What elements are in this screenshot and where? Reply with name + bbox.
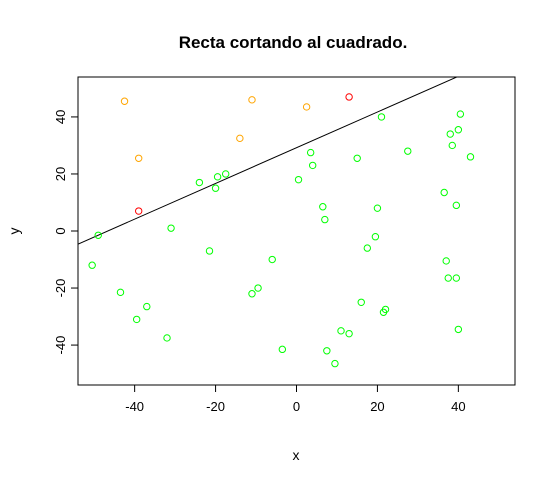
data-point: [466, 153, 475, 161]
regression-line-layer: [78, 77, 459, 245]
data-point: [88, 261, 96, 269]
data-point: [120, 97, 129, 105]
data-point: [254, 284, 262, 292]
y-tick-label: 0: [53, 227, 68, 234]
plot-frame: [77, 76, 516, 386]
x-tick-label: -20: [206, 399, 225, 414]
data-point: [143, 302, 151, 311]
data-point: [321, 215, 329, 224]
x-tick-label: 20: [370, 399, 384, 414]
data-point: [337, 327, 345, 335]
x-tick-label: 0: [293, 399, 300, 414]
x-axis-label: x: [293, 447, 300, 463]
y-tick-label: 40: [53, 110, 68, 124]
y-tick-label: -40: [53, 336, 68, 355]
data-point: [404, 147, 412, 155]
data-point: [371, 233, 380, 241]
data-point: [452, 274, 461, 282]
data-point: [454, 325, 463, 334]
chart-title: Recta cortando al cuadrado.: [179, 33, 408, 52]
data-point: [306, 148, 315, 157]
data-point: [331, 359, 339, 368]
data-point: [323, 347, 331, 355]
y-axis-label: y: [6, 228, 22, 235]
data-point: [442, 257, 450, 265]
data-point: [163, 334, 171, 342]
data-point: [116, 288, 125, 297]
data-point: [195, 178, 204, 187]
data-point: [134, 207, 143, 215]
data-point: [373, 204, 382, 212]
y-tick-label: -20: [53, 279, 68, 298]
data-point: [211, 184, 220, 192]
data-point: [377, 113, 386, 121]
y-axis: -40 -20 0 20 40: [53, 110, 79, 355]
data-point: [446, 130, 454, 138]
data-point: [454, 126, 463, 134]
data-point: [308, 161, 317, 170]
y-tick-label: 20: [53, 167, 68, 181]
data-point: [381, 305, 390, 314]
data-point: [132, 315, 141, 324]
data-point: [448, 141, 456, 150]
data-point: [278, 345, 287, 354]
x-tick-label: 40: [451, 399, 465, 414]
data-point: [345, 93, 353, 101]
regression-line: [78, 77, 459, 245]
data-point: [94, 231, 102, 239]
data-point: [302, 103, 311, 111]
data-point: [456, 110, 465, 118]
data-point: [248, 96, 256, 104]
data-point: [357, 298, 365, 306]
data-point: [134, 154, 143, 162]
data-point: [236, 134, 244, 143]
data-point: [444, 274, 452, 282]
x-tick-label: -40: [125, 399, 144, 414]
data-point: [294, 175, 303, 184]
data-point: [221, 170, 230, 178]
data-point: [353, 154, 361, 162]
data-point: [213, 173, 222, 181]
data-point: [167, 224, 175, 232]
data-point: [452, 201, 461, 210]
data-point: [248, 290, 256, 298]
data-point: [363, 244, 372, 252]
data-point: [440, 188, 448, 197]
x-axis: -40 -20 0 20 40: [125, 384, 466, 414]
data-points-layer: [88, 93, 475, 368]
data-point: [319, 203, 327, 211]
data-point: [268, 255, 276, 264]
data-point: [345, 329, 353, 338]
data-point: [205, 247, 214, 255]
